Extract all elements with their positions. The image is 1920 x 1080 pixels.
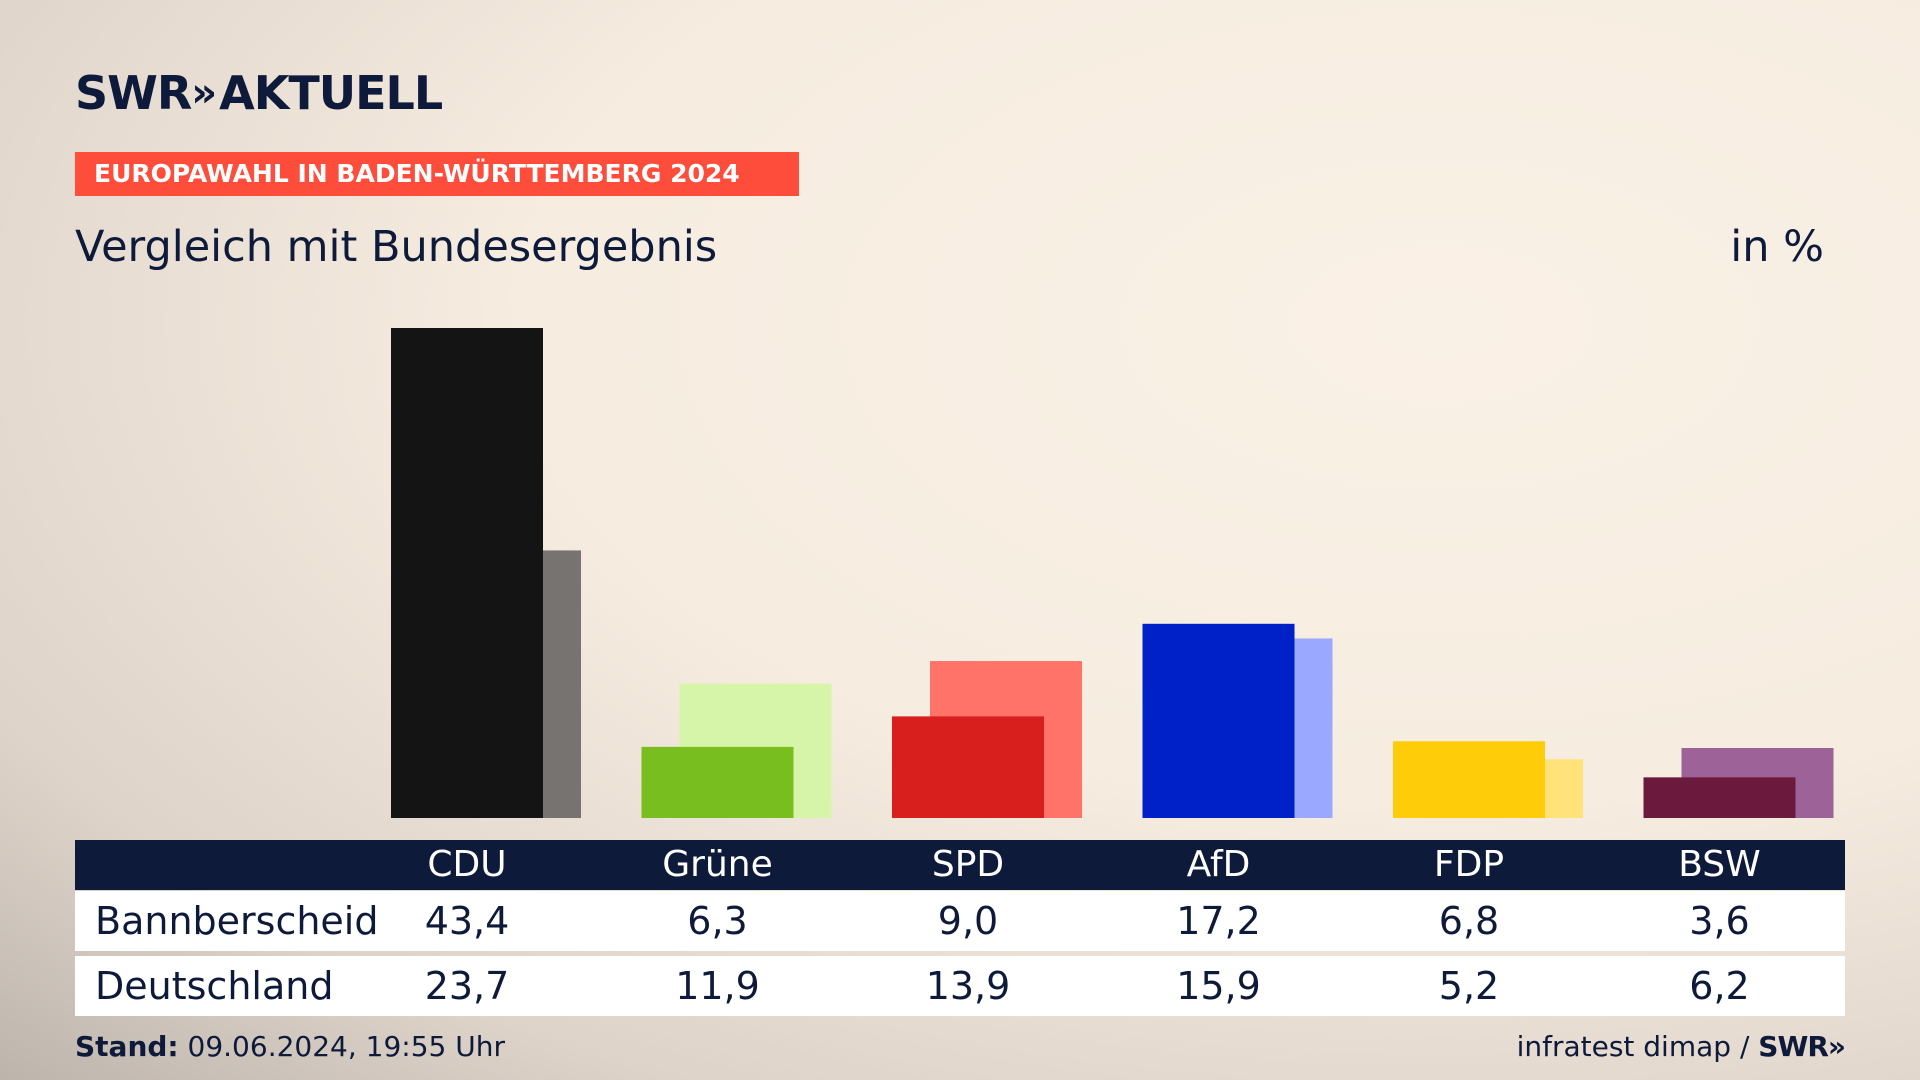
bar-local-fdp (1393, 741, 1545, 818)
unit-label: in % (1730, 222, 1824, 272)
table-row-national: Deutschland 23,7 11,9 13,9 15,9 5,2 6,2 (75, 956, 1845, 1016)
value-local-spd: 9,0 (937, 899, 999, 943)
value-national-grüne: 11,9 (675, 964, 760, 1008)
source: infratest dimap / SWR» (1516, 1030, 1846, 1063)
header-cdu: CDU (427, 844, 507, 885)
bar-local-afd (1142, 623, 1295, 818)
timestamp: Stand: 09.06.2024, 19:55 Uhr (75, 1030, 505, 1063)
value-local-afd: 17,2 (1176, 899, 1261, 943)
header-bsw: BSW (1678, 844, 1761, 885)
logo-brand: SWR (75, 66, 192, 120)
value-national-fdp: 5,2 (1438, 964, 1500, 1008)
logo-name: AKTUELL (219, 66, 443, 120)
bar-chart (391, 328, 1834, 818)
bar-local-grüne (641, 746, 794, 818)
table-row-local: Bannberscheid 43,4 6,3 9,0 17,2 6,8 3,6 (75, 891, 1845, 951)
value-local-cdu: 43,4 (424, 899, 510, 943)
header-afd: AfD (1186, 844, 1251, 885)
value-local-bsw: 3,6 (1689, 899, 1750, 943)
row-label-national: Deutschland (95, 964, 334, 1008)
value-local-fdp: 6,8 (1438, 899, 1500, 943)
chart-subtitle: Vergleich mit Bundesergebnis (75, 222, 718, 272)
bar-local-bsw (1643, 777, 1796, 818)
stand-label: Stand: (75, 1030, 179, 1063)
value-national-bsw: 6,2 (1689, 964, 1750, 1008)
election-banner: EUROPAWAHL IN BADEN-WÜRTTEMBERG 2024 (75, 152, 799, 196)
bar-local-spd (892, 716, 1044, 818)
header-spd: SPD (931, 844, 1005, 885)
table-header: CDU Grüne SPD AfD FDP BSW (75, 840, 1845, 890)
header-fdp: FDP (1433, 844, 1505, 885)
source-text: infratest dimap / (1516, 1030, 1750, 1063)
swr-small-logo: SWR» (1758, 1030, 1846, 1063)
bar-local-cdu (391, 328, 543, 818)
value-national-afd: 15,9 (1176, 964, 1261, 1008)
value-national-cdu: 23,7 (424, 964, 510, 1008)
stand-value: 09.06.2024, 19:55 Uhr (187, 1030, 505, 1063)
row-label-local: Bannberscheid (95, 899, 379, 943)
value-national-spd: 13,9 (925, 964, 1011, 1008)
value-local-grüne: 6,3 (687, 899, 748, 943)
header-grüne: Grüne (662, 844, 773, 885)
swr-aktuell-logo: SWR » AKTUELL (75, 66, 443, 120)
